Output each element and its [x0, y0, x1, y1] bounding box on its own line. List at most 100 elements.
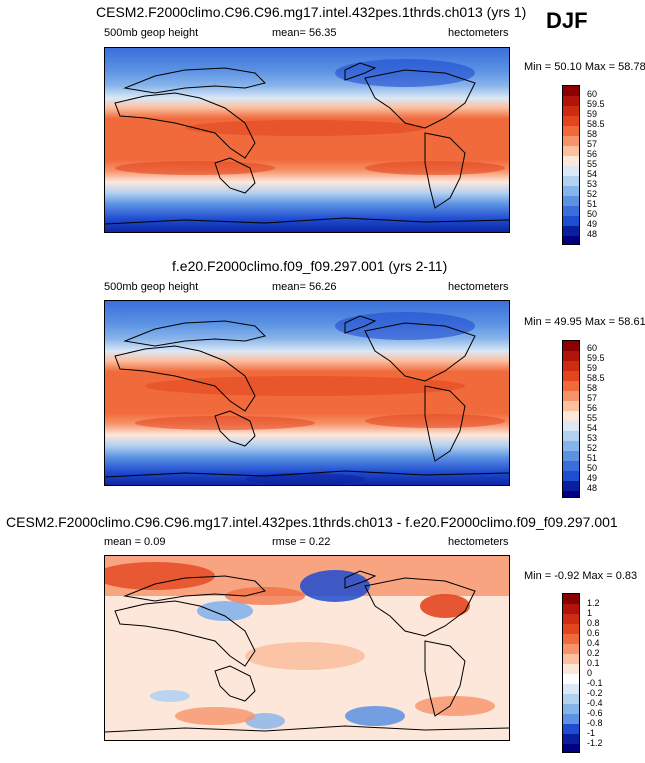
panel-2-colorbar	[562, 340, 580, 498]
panel-3-colorbar-swatch	[563, 614, 579, 624]
panel-2-colorbar-swatch	[563, 461, 579, 471]
panel-3-colorbar-swatch	[563, 644, 579, 654]
panel-2-colorbar-tick: 57	[587, 393, 598, 403]
panel-1-colorbar-tick: 53	[587, 179, 598, 189]
panel-3-colorbar-swatch	[563, 694, 579, 704]
panel-3-colorbar-tick: 0.6	[587, 628, 600, 638]
panel-1-colorbar-swatch	[563, 226, 579, 236]
panel-1-field-label: 500mb geop height	[104, 27, 199, 39]
panel-2-field-label: 500mb geop height	[104, 281, 199, 293]
panel-2-mean-label: mean= 56.26	[272, 281, 337, 293]
panel-2-colorbar-tick: 58.5	[587, 373, 605, 383]
panel-3-colorbar-swatch	[563, 734, 579, 744]
panel-2-colorbar-tick: 49	[587, 473, 598, 483]
panel-2-colorbar-swatch	[563, 381, 579, 391]
panel-1-colorbar-swatch	[563, 206, 579, 216]
panel-3-colorbar	[562, 593, 580, 753]
panel-2-colorbar-swatch	[563, 361, 579, 371]
panel-1-colorbar-swatch	[563, 96, 579, 106]
panel-3-colorbar-swatch	[563, 664, 579, 674]
panel-3-colorbar-swatch	[563, 624, 579, 634]
panel-2-colorbar-tick: 60	[587, 343, 598, 353]
panel-1-colorbar-swatch	[563, 146, 579, 156]
panel-2-colorbar-swatch	[563, 371, 579, 381]
panel-2-colorbar-tick: 55	[587, 413, 598, 423]
panel-2-colorbar-swatch	[563, 341, 579, 351]
panel-1-colorbar	[562, 85, 580, 245]
panel-2-colorbar-tick: 52	[587, 443, 598, 453]
panel-1-units-label: hectometers	[448, 27, 509, 39]
panel-1-colorbar-tick: 50	[587, 209, 598, 219]
panel-3-colorbar-tick: -0.8	[587, 718, 603, 728]
panel-1-colorbar-tick: 56	[587, 149, 598, 159]
panel-3-colorbar-swatch	[563, 704, 579, 714]
panel-2-title: f.e20.F2000climo.f09_f09.297.001 (yrs 2-…	[172, 258, 448, 274]
panel-3-colorbar-tick: -0.2	[587, 688, 603, 698]
panel-2-colorbar-swatch	[563, 481, 579, 491]
panel-1-colorbar-swatch	[563, 136, 579, 146]
panel-1-colorbar-swatch	[563, 156, 579, 166]
panel-3-colorbar-tick: 0.2	[587, 648, 600, 658]
panel-1-map	[104, 47, 510, 233]
panel-3-colorbar-swatch	[563, 724, 579, 734]
panel-3-colorbar-swatch	[563, 714, 579, 724]
panel-2-colorbar-tick: 59	[587, 363, 598, 373]
panel-1-colorbar-swatch	[563, 176, 579, 186]
panel-1-colorbar-tick: 58	[587, 129, 598, 139]
panel-2-colorbar-tick: 58	[587, 383, 598, 393]
panel-2-units-label: hectometers	[448, 281, 509, 293]
panel-1-colorbar-swatch	[563, 126, 579, 136]
panel-1-colorbar-tick: 54	[587, 169, 598, 179]
panel-2-colorbar-tick: 54	[587, 423, 598, 433]
panel-3-colorbar-tick: -1	[587, 728, 596, 738]
panel-1-colorbar-tick: 59.5	[587, 99, 605, 109]
panel-2-colorbar-swatch	[563, 421, 579, 431]
panel-1-colorbar-swatch	[563, 86, 579, 96]
panel-3-title: CESM2.F2000climo.C96.C96.mg17.intel.432p…	[6, 514, 618, 530]
panel-3-colorbar-tick: 0	[587, 668, 593, 678]
panel-3-colorbar-swatch	[563, 744, 579, 752]
panel-2-colorbar-swatch	[563, 391, 579, 401]
panel-3-rmse-label: rmse = 0.22	[272, 536, 331, 548]
panel-1-colorbar-tick: 57	[587, 139, 598, 149]
panel-1-colorbar-swatch	[563, 236, 579, 244]
panel-3-colorbar-swatch	[563, 684, 579, 694]
panel-2-colorbar-tick: 51	[587, 453, 598, 463]
panel-1-colorbar-tick: 60	[587, 89, 598, 99]
panel-3-colorbar-tick: 0.1	[587, 658, 600, 668]
panel-1-colorbar-tick: 51	[587, 199, 598, 209]
panel-2-colorbar-swatch	[563, 411, 579, 421]
panel-3-colorbar-tick: 1.2	[587, 598, 600, 608]
panel-1-colorbar-tick: 55	[587, 159, 598, 169]
panel-3-colorbar-tick: 0.8	[587, 618, 600, 628]
season-label: DJF	[546, 8, 588, 33]
panel-1-colorbar-swatch	[563, 116, 579, 126]
panel-2-colorbar-tick: 53	[587, 433, 598, 443]
panel-3-colorbar-swatch	[563, 634, 579, 644]
panel-3-mean-label: mean = 0.09	[104, 536, 166, 548]
panel-2-colorbar-swatch	[563, 471, 579, 481]
panel-3-colorbar-swatch	[563, 594, 579, 604]
panel-3-map	[104, 555, 510, 741]
panel-1-colorbar-tick: 48	[587, 229, 598, 239]
panel-1-colorbar-tick: 59	[587, 109, 598, 119]
panel-2-colorbar-tick: 50	[587, 463, 598, 473]
panel-1-colorbar-tick: 49	[587, 219, 598, 229]
panel-2-colorbar-tick: 56	[587, 403, 598, 413]
panel-2-colorbar-tick: 59.5	[587, 353, 605, 363]
panel-2-map	[104, 300, 510, 486]
panel-3-colorbar-tick: -1.2	[587, 738, 603, 748]
panel-3-colorbar-tick: -0.6	[587, 708, 603, 718]
panel-3-units-label: hectometers	[448, 536, 509, 548]
panel-3-colorbar-swatch	[563, 654, 579, 664]
panel-2-colorbar-swatch	[563, 451, 579, 461]
panel-1-colorbar-swatch	[563, 216, 579, 226]
panel-1-colorbar-swatch	[563, 196, 579, 206]
panel-1-colorbar-tick: 52	[587, 189, 598, 199]
panel-1-colorbar-swatch	[563, 166, 579, 176]
panel-1-title: CESM2.F2000climo.C96.C96.mg17.intel.432p…	[96, 4, 527, 20]
panel-3-colorbar-tick: -0.4	[587, 698, 603, 708]
panel-3-min-max: Min = -0.92 Max = 0.83	[524, 570, 638, 582]
panel-2-colorbar-swatch	[563, 441, 579, 451]
panel-3-colorbar-swatch	[563, 604, 579, 614]
